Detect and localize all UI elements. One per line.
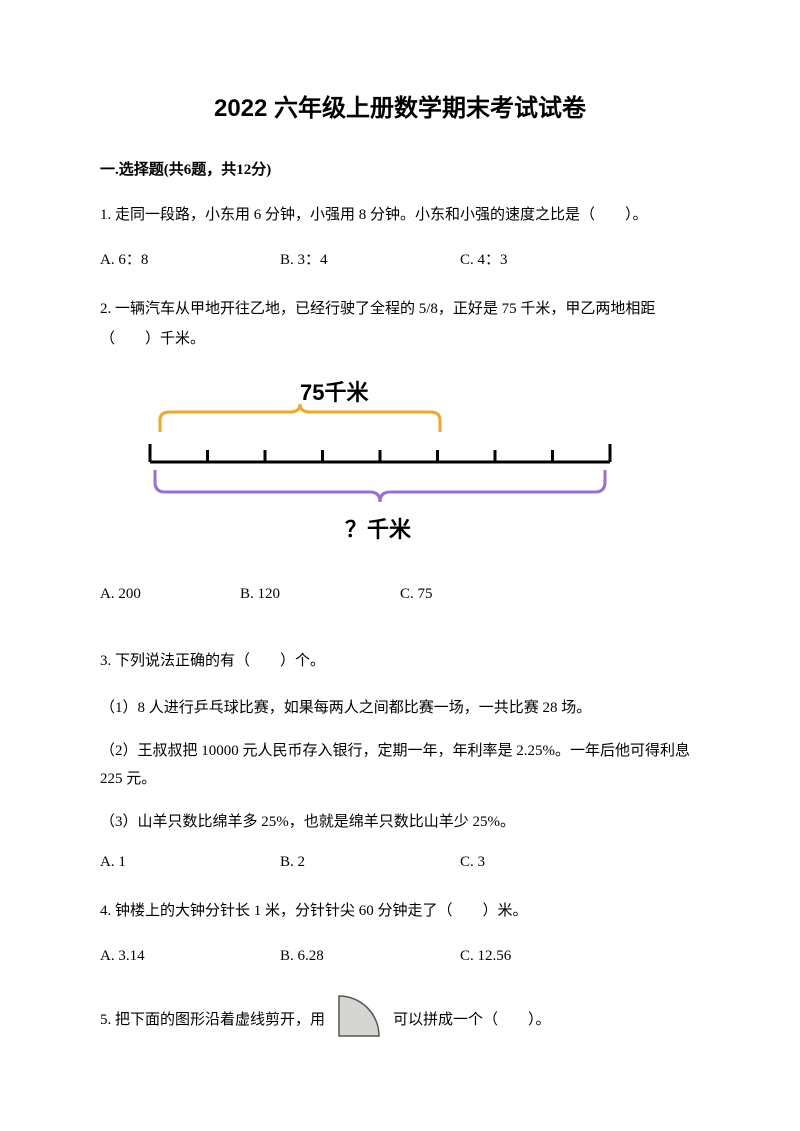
q1-option-c: C. 4：3 [460, 248, 640, 272]
q3-sub3: （3）山羊只数比绵羊多 25%，也就是绵羊只数比山羊少 25%。 [100, 808, 700, 837]
question-3: 3. 下列说法正确的有（ ）个。 [100, 646, 700, 676]
question-4-options: A. 3.14 B. 6.28 C. 12.56 [100, 944, 700, 968]
q4-option-b: B. 6.28 [280, 944, 460, 968]
q2-diagram: 75千米 ？千米 [120, 372, 640, 552]
section-header: 一.选择题(共6题，共12分) [100, 158, 700, 182]
question-2: 2. 一辆汽车从甲地开往乙地，已经行驶了全程的 5/8，正好是 75 千米，甲乙… [100, 294, 700, 354]
q5-text-post: 可以拼成一个（ ）。 [393, 1008, 551, 1032]
q3-sub1: （1）8 人进行乒乓球比赛，如果每两人之间都比赛一场，一共比赛 28 场。 [100, 694, 700, 723]
page-title: 2022 六年级上册数学期末考试试卷 [100, 90, 700, 128]
quarter-circle-icon [333, 990, 385, 1050]
q2-option-b: B. 120 [240, 582, 400, 606]
q4-option-c: C. 12.56 [460, 944, 640, 968]
diagram-top-label: 75千米 [300, 380, 369, 405]
q4-option-a: A. 3.14 [100, 944, 280, 968]
q1-option-a: A. 6：8 [100, 248, 280, 272]
question-1: 1. 走同一段路，小东用 6 分钟，小强用 8 分钟。小东和小强的速度之比是（ … [100, 200, 700, 230]
question-3-options: A. 1 B. 2 C. 3 [100, 850, 700, 874]
q3-option-a: A. 1 [100, 850, 280, 874]
q2-option-c: C. 75 [400, 582, 520, 606]
q3-option-b: B. 2 [280, 850, 460, 874]
q5-text-pre: 5. 把下面的图形沿着虚线剪开，用 [100, 1008, 325, 1032]
q3-option-c: C. 3 [460, 850, 640, 874]
diagram-bottom-brace [155, 470, 605, 502]
question-4: 4. 钟楼上的大钟分针长 1 米，分针针尖 60 分钟走了（ ）米。 [100, 896, 700, 926]
diagram-ticks [150, 444, 610, 462]
question-2-options: A. 200 B. 120 C. 75 [100, 582, 700, 606]
q2-option-a: A. 200 [100, 582, 240, 606]
question-5: 5. 把下面的图形沿着虚线剪开，用 可以拼成一个（ ）。 [100, 990, 700, 1050]
diagram-top-brace [160, 404, 440, 432]
q1-option-b: B. 3：4 [280, 248, 460, 272]
q3-sub2: （2）王叔叔把 10000 元人民币存入银行，定期一年，年利率是 2.25%。一… [100, 737, 700, 794]
diagram-bottom-label: ？千米 [345, 517, 412, 542]
question-1-options: A. 6：8 B. 3：4 C. 4：3 [100, 248, 700, 272]
